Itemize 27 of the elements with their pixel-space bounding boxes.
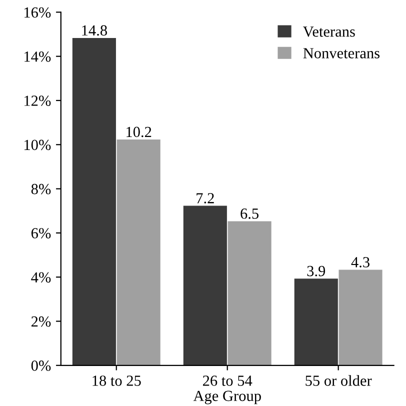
data-label: 4.3 xyxy=(351,257,370,268)
y-tick-label: 14% xyxy=(24,51,51,62)
y-tick-label: 8% xyxy=(31,184,51,194)
bar xyxy=(116,140,160,366)
data-label: 3.9 xyxy=(307,266,326,276)
data-label: 7.2 xyxy=(196,193,214,204)
x-tick-label: 26 to 54 xyxy=(202,376,252,386)
data-label: 14.8 xyxy=(82,25,107,36)
bar xyxy=(338,270,382,366)
x-axis-title: Age Group xyxy=(193,390,261,404)
y-tick-label: 0% xyxy=(31,360,51,371)
legend-label: Nonveterans xyxy=(303,48,380,58)
y-tick-label: 2% xyxy=(31,316,51,327)
bar xyxy=(228,221,272,366)
x-tick-label: 18 to 25 xyxy=(92,376,141,386)
y-tick-label: 16% xyxy=(24,7,51,18)
y-tick-label: 12% xyxy=(24,96,51,106)
data-label: 6.5 xyxy=(240,208,259,219)
data-label: 10.2 xyxy=(126,126,152,138)
y-tick-label: 4% xyxy=(31,272,51,283)
y-tick-label: 10% xyxy=(24,140,51,150)
bar xyxy=(294,278,338,366)
legend-label: Veterans xyxy=(303,26,355,37)
y-tick-label: 6% xyxy=(31,228,51,238)
x-tick-label: 55 or older xyxy=(306,375,372,386)
bar xyxy=(183,206,227,366)
bar xyxy=(72,38,116,366)
